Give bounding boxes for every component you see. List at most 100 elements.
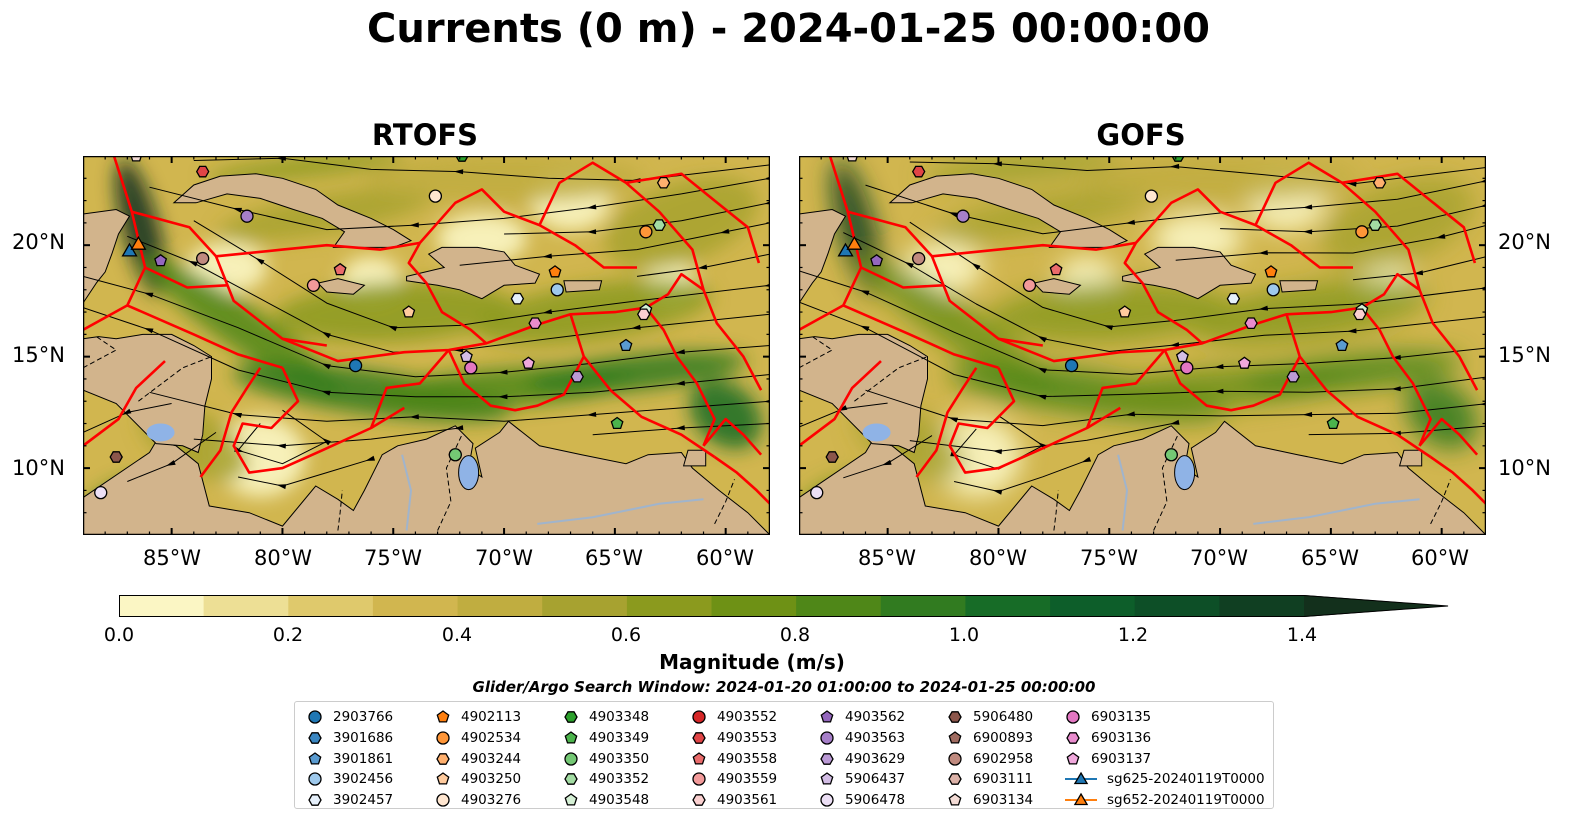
legend-item: 4902534 (435, 728, 521, 749)
legend-item: 3902456 (307, 769, 393, 790)
glider-sg625-20240119T0000 (121, 242, 138, 257)
legend-marker (948, 711, 962, 724)
colorbar-label: Magnitude (m/s) (659, 650, 845, 674)
legend-marker (820, 772, 834, 785)
legend-item: 4903276 (435, 790, 521, 811)
argo-float-5906480 (109, 451, 123, 463)
speed-field-patch (1405, 380, 1478, 450)
legend-marker (692, 751, 706, 765)
argo-float-4903563 (240, 209, 254, 223)
legend-item: 6900893 (947, 728, 1033, 749)
streamline-arrow (1214, 364, 1224, 370)
legend-marker (308, 710, 322, 724)
legend-symbol (308, 732, 322, 744)
streamline-arrow (387, 325, 398, 332)
streamline-arrow (1435, 233, 1446, 239)
streamline-arrow (542, 309, 553, 314)
lat-label-20n-left: 20°N (12, 230, 65, 254)
colorbar-segment (1219, 595, 1305, 617)
legend-symbol (948, 773, 962, 786)
legend-triangle (1073, 772, 1089, 785)
legend-label: sg652-20240119T0000 (1107, 792, 1265, 809)
legend-marker (692, 732, 706, 744)
eez-boundary (948, 367, 1121, 474)
streamline-arrow (542, 253, 552, 259)
eez-boundary (1134, 188, 1353, 269)
legend-label: 4903553 (717, 730, 778, 747)
country-border (799, 336, 834, 369)
streamline-arrow (1169, 419, 1180, 425)
streamline-arrow (232, 207, 242, 213)
argo-float-4903349 (1326, 416, 1340, 430)
eez-boundary (447, 349, 585, 412)
legend-item: 5906437 (819, 769, 905, 790)
legend-label: 4903562 (845, 709, 906, 726)
legend-label: 4902113 (461, 709, 522, 726)
eez-boundary (998, 306, 1363, 363)
map-panel-gofs[interactable] (799, 156, 1486, 535)
legend-marker (436, 752, 450, 765)
legend-symbol (564, 731, 578, 744)
legend-symbol (820, 710, 834, 723)
streamline-arrow (1214, 388, 1224, 394)
streamline-arrow (1302, 204, 1313, 210)
streamline-arrow (1302, 412, 1313, 417)
argo-float-4902534 (639, 225, 653, 239)
legend-item: 4903563 (819, 728, 905, 749)
streamline-arrow (1347, 328, 1357, 334)
map-panel-rtofs[interactable] (83, 156, 770, 535)
argo-float-4902534 (1355, 225, 1369, 239)
streamline-arrow (1169, 163, 1180, 169)
argo-float-4903559 (1022, 278, 1037, 292)
eez-boundary (1123, 242, 1204, 345)
streamline-arrow (1103, 325, 1114, 331)
streamline-arrow (1391, 354, 1401, 360)
streamline-arrow (697, 264, 708, 270)
speed-field-patch (1320, 176, 1474, 270)
streamline-arrow (1302, 229, 1313, 235)
legend-item: 4903562 (819, 707, 905, 728)
streamline-arrow (586, 204, 597, 210)
legend-item: 6902958 (947, 748, 1033, 769)
eez-boundary (569, 313, 716, 459)
lat-label-15n-right: 15°N (1498, 343, 1551, 367)
streamline-arrow (675, 349, 685, 355)
argo-float-4903563 (956, 209, 970, 223)
streamline-arrow (992, 489, 1003, 495)
land-jamaica (316, 278, 366, 295)
legend-label: 4903561 (717, 792, 778, 809)
streamline-arrow (1037, 335, 1047, 343)
legend-label: 4903629 (845, 750, 906, 767)
land-hispaniola (1122, 246, 1257, 300)
streamline-arrow (1258, 305, 1269, 311)
eez-boundary (1163, 349, 1301, 412)
eez-boundary (131, 210, 421, 258)
streamline-arrow (1125, 219, 1136, 225)
streamline-arrow (1391, 386, 1401, 392)
lon-label-85w: 85°W (858, 546, 916, 570)
eez-boundary (713, 455, 770, 505)
river-orinoco (1253, 498, 1420, 525)
legend-item: 6903136 (1065, 728, 1265, 749)
legend-item: 4903244 (435, 748, 521, 769)
legend-triangle (1073, 792, 1089, 806)
eez-boundary (644, 306, 716, 447)
legend-label: 6900893 (973, 730, 1034, 747)
glider-sg652-20240119T0000 (130, 235, 147, 250)
streamline-arrow (948, 417, 959, 423)
streamline-arrow (948, 212, 959, 218)
streamline (865, 389, 1486, 427)
legend-label: 6903134 (973, 792, 1034, 809)
legend-label: 5906480 (973, 709, 1034, 726)
colorbar-tick: 1.0 (948, 624, 980, 646)
legend-item: 4903348 (563, 707, 649, 728)
legend-marker (308, 772, 322, 787)
legend-label: 3902456 (333, 771, 394, 788)
legend-label: 4903350 (589, 750, 650, 767)
streamline-arrow (971, 262, 981, 271)
map-frame (799, 156, 1486, 535)
eez-boundary (847, 210, 1137, 258)
argo-float-6903136 (1244, 317, 1258, 330)
streamline-arrow (719, 228, 730, 234)
argo-float-4903348 (1171, 156, 1185, 162)
